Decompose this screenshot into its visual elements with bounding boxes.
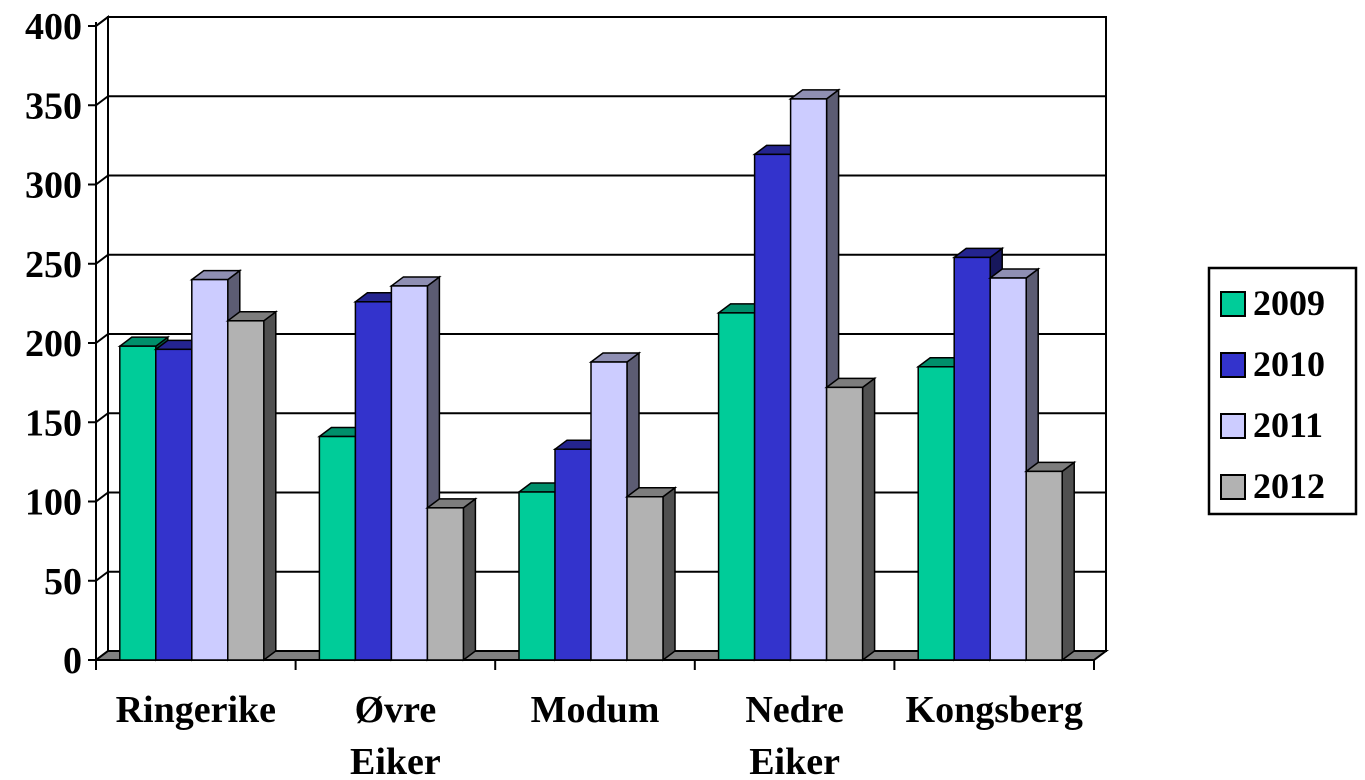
y-tick-label: 0 — [63, 640, 82, 682]
y-tick-label: 150 — [25, 402, 82, 444]
y-tick-label: 50 — [44, 561, 82, 603]
x-category-label-line: Øvre — [355, 689, 437, 731]
y-tick-label: 300 — [25, 165, 82, 207]
x-category-label: Øvre Eiker — [350, 689, 441, 780]
bar-2012-0 — [225, 310, 279, 662]
bar-side — [1061, 460, 1075, 662]
gridline-depth — [95, 174, 109, 186]
bar-2012-3 — [824, 376, 877, 662]
bar-side — [263, 310, 277, 662]
y-tick-labels: 0 50 100 150 200 250 300 350 400 — [25, 6, 82, 682]
bar-front — [119, 345, 157, 661]
x-category-label-line: Nedre — [745, 689, 844, 731]
x-category-label: Kongsberg — [906, 689, 1083, 731]
y-tick-label: 250 — [25, 244, 82, 286]
x-category-labels: Ringerike Øvre Eiker Modum Nedre Eiker Kongsbe… — [116, 689, 1083, 780]
bar-side — [662, 486, 676, 662]
gridline-depth — [95, 95, 109, 107]
x-category-label: Modum — [531, 689, 660, 731]
gridline-depth — [95, 16, 109, 27]
bar-front — [354, 301, 393, 661]
x-category-label-line: Modum — [531, 689, 660, 731]
bar-front — [825, 386, 864, 661]
x-category-label: Nedre Eiker — [745, 689, 844, 780]
bar-front — [518, 491, 556, 661]
gridline-depth — [95, 253, 109, 265]
x-category-label-line: Ringerike — [116, 689, 276, 731]
bar-2012-4 — [1023, 460, 1077, 662]
bar-front — [318, 435, 357, 661]
bar-2011-3 — [788, 88, 841, 662]
bar-front — [626, 495, 664, 661]
bar-front — [390, 285, 429, 661]
bar-front — [917, 366, 955, 661]
gridline-depth — [95, 412, 109, 424]
legend-swatch-2009 — [1220, 291, 1246, 317]
legend-label-2009: 2009 — [1253, 283, 1325, 323]
gridline-depth — [95, 570, 109, 582]
bar-front — [227, 320, 265, 661]
gridline-depth — [95, 333, 109, 344]
bar-front — [989, 277, 1027, 661]
gridline-depth — [95, 491, 109, 503]
bar-front — [953, 256, 991, 661]
bar-front — [155, 348, 193, 661]
y-tick-label: 350 — [25, 85, 82, 127]
y-tick-label: 200 — [25, 323, 82, 365]
bar-front — [753, 153, 792, 661]
legend-swatch-2011 — [1220, 413, 1246, 439]
bar-front — [1025, 470, 1063, 661]
bar-side — [861, 376, 876, 662]
bar-front — [191, 278, 229, 661]
bar-2012-2 — [624, 486, 678, 662]
legend-swatch-2010 — [1220, 352, 1246, 378]
bar-front — [590, 361, 628, 661]
x-category-label: Ringerike — [116, 689, 276, 731]
bar-front — [789, 98, 828, 661]
x-category-label-line: Eiker — [350, 741, 441, 780]
legend-label-2012: 2012 — [1253, 466, 1325, 506]
x-category-label-line: Eiker — [749, 741, 840, 780]
bar-front — [426, 507, 465, 661]
y-tick-label: 400 — [25, 6, 82, 48]
x-category-label-line: Kongsberg — [906, 689, 1083, 731]
legend-label-2010: 2010 — [1253, 344, 1325, 384]
legend-swatch-2012 — [1220, 474, 1246, 500]
legend-label-2011: 2011 — [1253, 405, 1323, 445]
bars-layer — [117, 88, 1077, 662]
bar-front — [717, 312, 756, 661]
bar-2012-1 — [425, 497, 478, 662]
bar-front — [554, 448, 592, 661]
y-tick-label: 100 — [25, 482, 82, 524]
legend: 2009 2010 2011 2012 — [1207, 266, 1358, 516]
bar-side — [462, 497, 477, 662]
